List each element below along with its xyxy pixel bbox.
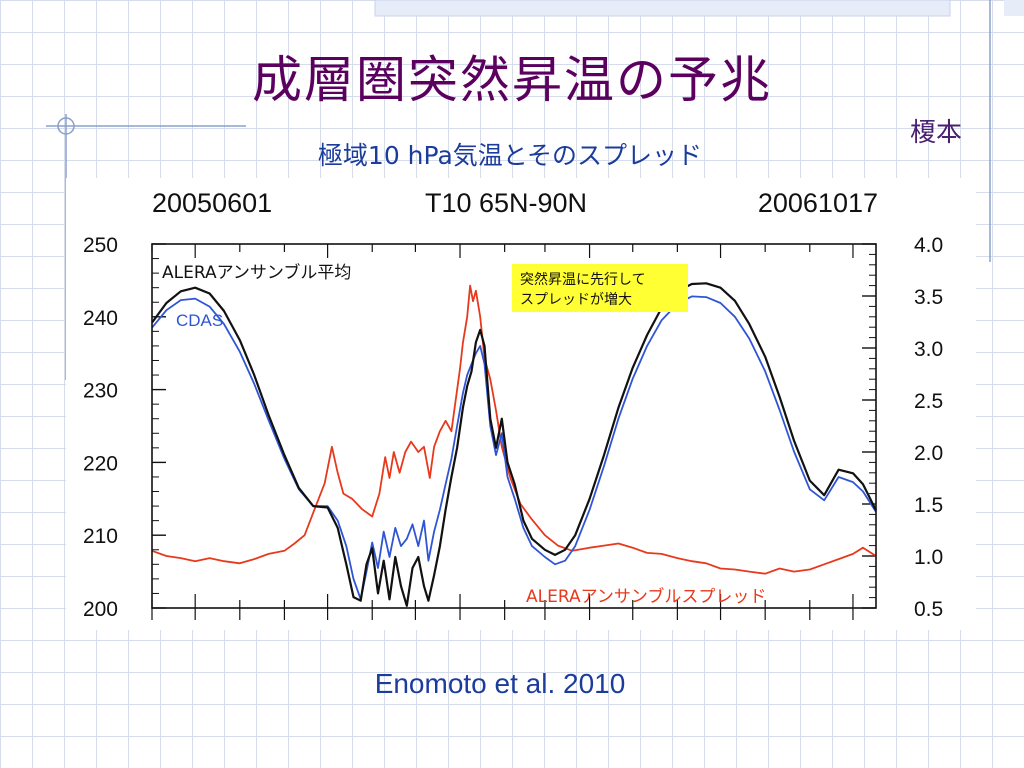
right-tick-label: 3.5 bbox=[914, 286, 943, 309]
left-tick-label: 220 bbox=[83, 452, 118, 475]
header-left-date: 20050601 bbox=[152, 188, 272, 218]
right-tick-label: 1.0 bbox=[914, 546, 943, 569]
temperature-spread-chart: 20050601 T10 65N-90N 20061017 2502402302… bbox=[83, 188, 943, 621]
right-axis-labels: 4.0 3.5 3.0 2.5 2.0 1.5 1.0 0.5 bbox=[914, 234, 943, 621]
right-tick-label: 0.5 bbox=[914, 598, 943, 621]
spread-label: ALERAアンサンブルスプレッド bbox=[526, 586, 766, 607]
spread-line bbox=[151, 284, 877, 575]
ensemble-mean-label-prefix: ALERA bbox=[162, 263, 217, 283]
annotation-line-2: スプレッドが増大 bbox=[520, 291, 632, 307]
annotation-background bbox=[512, 264, 688, 312]
plot-frame bbox=[151, 243, 877, 609]
left-tick-label: 230 bbox=[83, 380, 118, 403]
right-dotted-strip bbox=[1004, 0, 1024, 16]
left-tick-label: 240 bbox=[83, 307, 118, 330]
right-tick-label: 2.0 bbox=[914, 442, 943, 465]
chart-panel: 20050601 T10 65N-90N 20061017 250 240 230 2… bbox=[66, 178, 976, 630]
slide-subtitle: 極域10 hPa気温とそのスプレッド bbox=[317, 141, 703, 170]
slide-title: 成層圏突然昇温の予兆 bbox=[252, 51, 772, 109]
cdas-label: CDAS bbox=[176, 311, 223, 330]
header-right-date: 20061017 bbox=[758, 188, 878, 218]
left-tick-label: 250 bbox=[83, 234, 118, 257]
annotation-box: 突然昇温に先行して スプレッドが増大 bbox=[512, 264, 688, 312]
axis-ticks bbox=[151, 243, 876, 620]
right-tick-label: 4.0 bbox=[914, 234, 943, 257]
right-tick-label: 3.0 bbox=[914, 338, 943, 361]
ensemble-mean-line bbox=[151, 282, 877, 607]
annotation-line-1: 突然昇温に先行して bbox=[520, 271, 646, 287]
series-layer bbox=[151, 282, 877, 607]
ensemble-mean-label-suffix: アンサンブル平均 bbox=[217, 262, 352, 283]
spread-label-prefix: ALERA bbox=[526, 587, 581, 607]
right-tick-label: 2.5 bbox=[914, 390, 943, 413]
top-dotted-strip bbox=[374, 0, 951, 17]
right-tick-label: 1.5 bbox=[914, 494, 943, 517]
cdas-line bbox=[151, 295, 877, 601]
left-tick-label: 210 bbox=[83, 525, 118, 548]
ensemble-mean-label: ALERAアンサンブル平均 bbox=[162, 262, 351, 283]
citation: Enomoto et al. 2010 bbox=[374, 668, 626, 699]
spread-label-suffix: アンサンブルスプレッド bbox=[581, 586, 767, 607]
left-tick-label: 200 bbox=[83, 598, 118, 621]
author-name: 榎本 bbox=[909, 118, 962, 148]
left-axis-labels: 250 240 230 220 210 200 bbox=[83, 234, 118, 621]
left-corner-circle bbox=[57, 117, 75, 135]
header-center-label: T10 65N-90N bbox=[425, 188, 587, 218]
